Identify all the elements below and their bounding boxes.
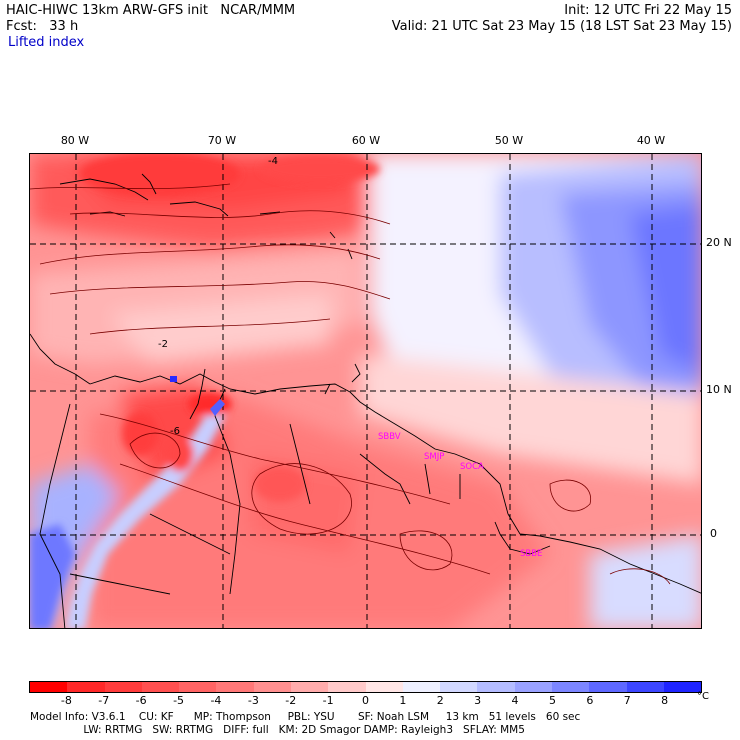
product-name: Lifted index [8,35,85,50]
colorbar-segment [663,682,702,692]
lifted-index-field: -2 -4 -6 SBBV SMJP SOCA SBBE [30,154,701,628]
colorbar-tick-label: 4 [511,694,519,707]
colorbar-segment [253,682,291,692]
colorbar-tick-label: -8 [60,694,72,707]
colorbar-tick-label: 8 [661,694,669,707]
colorbar-tick-label: -2 [285,694,297,707]
colorbar-segment [514,682,552,692]
colorbar-tick-label: 5 [548,694,556,707]
colorbar-tick-label: -7 [98,694,110,707]
colorbar-tick-label: 3 [474,694,482,707]
colorbar-segment [216,682,254,692]
graticule [30,154,701,628]
lat-label-10n: 10 N [706,383,732,396]
colorbar-tick-label: 2 [436,694,444,707]
map-panel: -2 -4 -6 SBBV SMJP SOCA SBBE [29,153,702,629]
colorbar-segment [30,682,68,692]
contour-label: -2 [158,339,168,350]
colorbar-segment [477,682,515,692]
colorbar-tick-label: -5 [173,694,185,707]
contour-label: -6 [170,426,180,437]
colorbar-segment [440,682,478,692]
init-time: Init: 12 UTC Fri 22 May 15 [564,3,732,18]
lon-label-60w: 60 W [351,134,381,147]
station-label-smjp: SMJP [424,452,444,462]
colorbar-segment [402,682,441,692]
valid-time: Valid: 21 UTC Sat 23 May 15 (18 LST Sat … [391,19,732,34]
lat-label-equator: 0 [710,527,717,540]
forecast-hour: Fcst: 33 h [6,19,79,34]
colorbar-segment [67,682,105,692]
contour-label: -4 [268,156,278,167]
li-contours [30,183,671,585]
field-detail [30,154,380,628]
colorbar-unit: °C [697,691,709,702]
lake-maracaibo [210,399,225,416]
station-label-sbbv: SBBV [378,432,401,442]
colorbar-tick-label: 7 [623,694,631,707]
colorbar-tick-label: -3 [247,694,259,707]
colorbar-segment [626,682,664,692]
colorbar-tick-label: -4 [210,694,222,707]
colorbar-tick-label: -6 [135,694,147,707]
model-info-line1: Model Info: V3.6.1 CU: KF MP: Thompson P… [30,711,581,723]
colorbar-segment [179,682,217,692]
colorbar-segment [589,682,627,692]
lon-label-40w: 40 W [636,134,666,147]
lon-label-80w: 80 W [60,134,90,147]
colorbar-segment [328,682,366,692]
lon-label-50w: 50 W [494,134,524,147]
lon-label-70w: 70 W [207,134,237,147]
colorbar-segment [141,682,180,692]
colorbar-segment [365,682,403,692]
station-label-soca: SOCA [460,462,484,472]
colorbar-tick-label: 1 [399,694,407,707]
model-info-line2: LW: RRTMG SW: RRTMG DIFF: full KM: 2D Sm… [30,724,525,736]
colorbar-segment [290,682,329,692]
colorbar-tick-label: -1 [322,694,334,707]
lat-label-20n: 20 N [706,236,732,249]
colorbar [29,681,702,693]
colorbar-tick-label: 0 [362,694,369,707]
station-label-sbbe: SBBE [520,549,542,559]
chart-title: HAIC-HIWC 13km ARW-GFS init NCAR/MMM [6,3,296,18]
coastlines [30,173,701,628]
colorbar-segment [551,682,590,692]
lake-marker [170,376,177,382]
colorbar-segment [104,682,142,692]
colorbar-tick-label: 6 [586,694,594,707]
